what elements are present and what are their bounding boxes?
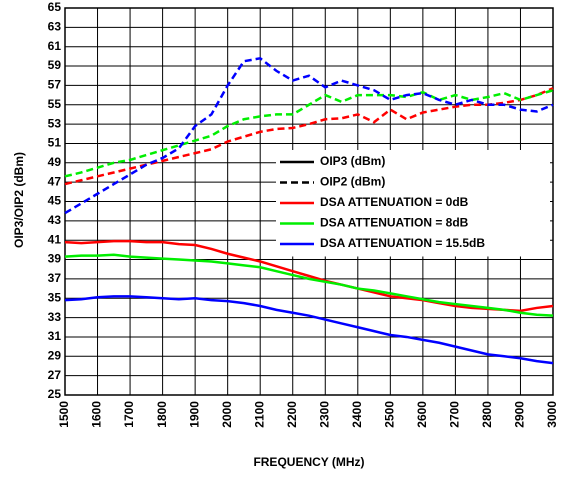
legend-label: OIP3 (dBm) xyxy=(320,154,385,168)
y-tick-label: 59 xyxy=(48,58,62,72)
y-tick-label: 63 xyxy=(48,20,62,34)
legend-label: DSA ATTENUATION = 0dB xyxy=(320,195,469,209)
series-line xyxy=(64,56,554,215)
y-tick-label: 45 xyxy=(48,194,62,208)
y-tick-label: 41 xyxy=(48,232,62,246)
plot-frame xyxy=(64,7,554,396)
x-tick-label: 1800 xyxy=(155,401,169,428)
legend: OIP3 (dBm) OIP2 (dBm) DSA ATTENUATION = 0d… xyxy=(276,150,550,257)
y-tick-label: 49 xyxy=(48,155,62,169)
x-tick-label: 2500 xyxy=(383,401,397,428)
x-tick-label: 1700 xyxy=(122,401,136,428)
legend-label: OIP2 (dBm) xyxy=(320,175,385,189)
series-line xyxy=(64,253,554,317)
x-tick-label: 1600 xyxy=(90,401,104,428)
x-tick-label: 2000 xyxy=(220,401,234,428)
y-tick-label: 53 xyxy=(48,116,62,130)
y-tick-label: 39 xyxy=(48,252,62,266)
x-tick-label: 2300 xyxy=(317,401,331,428)
x-tick-label: 2900 xyxy=(513,401,527,428)
series-line xyxy=(64,239,554,313)
y-axis-label: OIP3/OIP2 (dBm) xyxy=(12,152,26,248)
y-tick-label: 29 xyxy=(48,348,62,362)
y-tick-label: 25 xyxy=(48,387,62,401)
y-tick-label: 51 xyxy=(48,136,62,150)
y-tick-label: 43 xyxy=(48,213,62,227)
y-tick-label: 57 xyxy=(48,78,62,92)
x-tick-label: 2100 xyxy=(252,401,266,428)
x-tick-label: 1900 xyxy=(187,401,201,428)
x-tick-label: 3000 xyxy=(545,401,559,428)
y-tick-label: 61 xyxy=(48,39,62,53)
x-tick-label: 2400 xyxy=(350,401,364,428)
series-line xyxy=(64,89,554,178)
y-tick-label: 65 xyxy=(48,0,62,14)
y-tick-label: 31 xyxy=(48,329,62,343)
x-tick-label: 1500 xyxy=(57,401,71,428)
x-tick-label: 2200 xyxy=(285,401,299,428)
x-tick-label: 2600 xyxy=(415,401,429,428)
x-tick-label: 2800 xyxy=(480,401,494,428)
y-tick-label: 37 xyxy=(48,271,62,285)
y-tick-label: 35 xyxy=(48,290,62,304)
legend-label: DSA ATTENUATION = 15.5dB xyxy=(320,236,485,250)
legend-label: DSA ATTENUATION = 8dB xyxy=(320,216,469,230)
y-tick-label: 47 xyxy=(48,174,62,188)
x-axis-label: FREQUENCY (MHz) xyxy=(253,455,364,469)
series-line xyxy=(64,295,554,365)
legend-box xyxy=(276,150,550,257)
y-tick-label: 27 xyxy=(48,368,62,382)
x-tick-label: 2700 xyxy=(448,401,462,428)
y-tick-label: 55 xyxy=(48,97,62,111)
y-tick-label: 33 xyxy=(48,310,62,324)
